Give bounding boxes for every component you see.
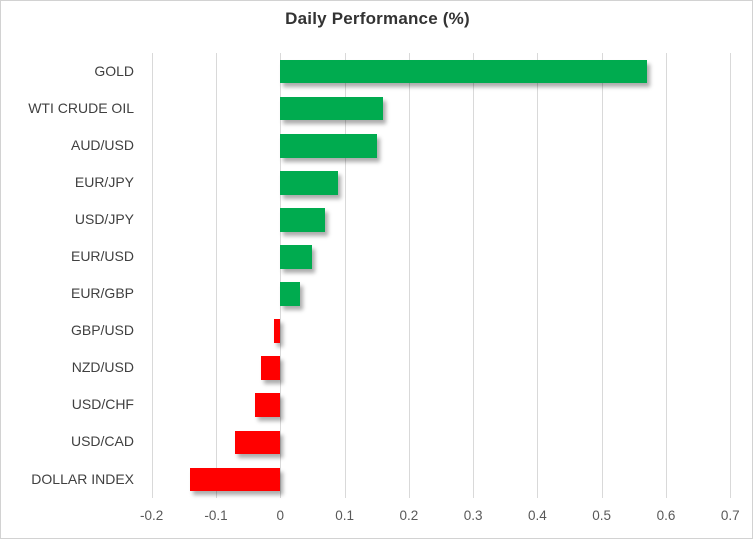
- bar-eur-jpy: [280, 170, 339, 195]
- category-label: EUR/USD: [70, 248, 134, 264]
- bar-dollar-index: [190, 467, 281, 492]
- category-label: WTI CRUDE OIL: [28, 99, 134, 116]
- category-label: EUR/GBP: [70, 285, 134, 301]
- bar-wti-crude-oil: [280, 96, 384, 121]
- bar-usd-jpy: [280, 208, 326, 232]
- x-tick-label: 0.7: [720, 508, 740, 523]
- bar-eur-usd: [280, 245, 313, 269]
- category-label: NZD/USD: [71, 359, 134, 376]
- x-gridline: [408, 53, 410, 498]
- x-gridline: [151, 53, 153, 498]
- x-gridline: [537, 53, 539, 498]
- x-tick-label: 0: [276, 508, 285, 523]
- x-gridline: [280, 53, 282, 498]
- category-label: GBP/USD: [70, 322, 134, 339]
- bar-eur-gbp: [280, 282, 300, 306]
- category-label: GOLD: [94, 62, 134, 79]
- bar-gbp-usd: [273, 319, 281, 343]
- x-tick-label: -0.1: [204, 508, 228, 523]
- x-tick-label: 0.2: [399, 508, 419, 523]
- category-label: EUR/JPY: [74, 173, 134, 190]
- x-tick-label: 0.3: [463, 508, 483, 523]
- x-tick-label: 0.4: [528, 508, 547, 523]
- category-label: USD/CAD: [70, 433, 134, 450]
- category-label: USD/CHF: [71, 396, 134, 413]
- x-gridline: [344, 53, 346, 498]
- category-label: AUD/USD: [70, 136, 134, 153]
- bar-nzd-usd: [261, 356, 281, 381]
- bar-aud-usd: [280, 133, 377, 158]
- category-label: USD/JPY: [74, 210, 134, 227]
- x-tick-label: 0.6: [656, 508, 676, 523]
- x-gridline: [601, 53, 603, 498]
- bar-usd-cad: [235, 430, 281, 455]
- x-gridline: [216, 53, 217, 498]
- x-gridline: [473, 53, 475, 498]
- x-gridline: [730, 53, 732, 498]
- x-tick-label: 0.5: [592, 508, 612, 523]
- x-tick-label: -0.2: [140, 508, 164, 523]
- chart-title: Daily Performance (%): [285, 9, 470, 28]
- bar-gold: [280, 59, 647, 84]
- x-tick-label: 0.1: [335, 508, 354, 523]
- x-gridline: [666, 53, 667, 498]
- category-label: DOLLAR INDEX: [31, 470, 134, 487]
- bar-usd-chf: [254, 393, 281, 418]
